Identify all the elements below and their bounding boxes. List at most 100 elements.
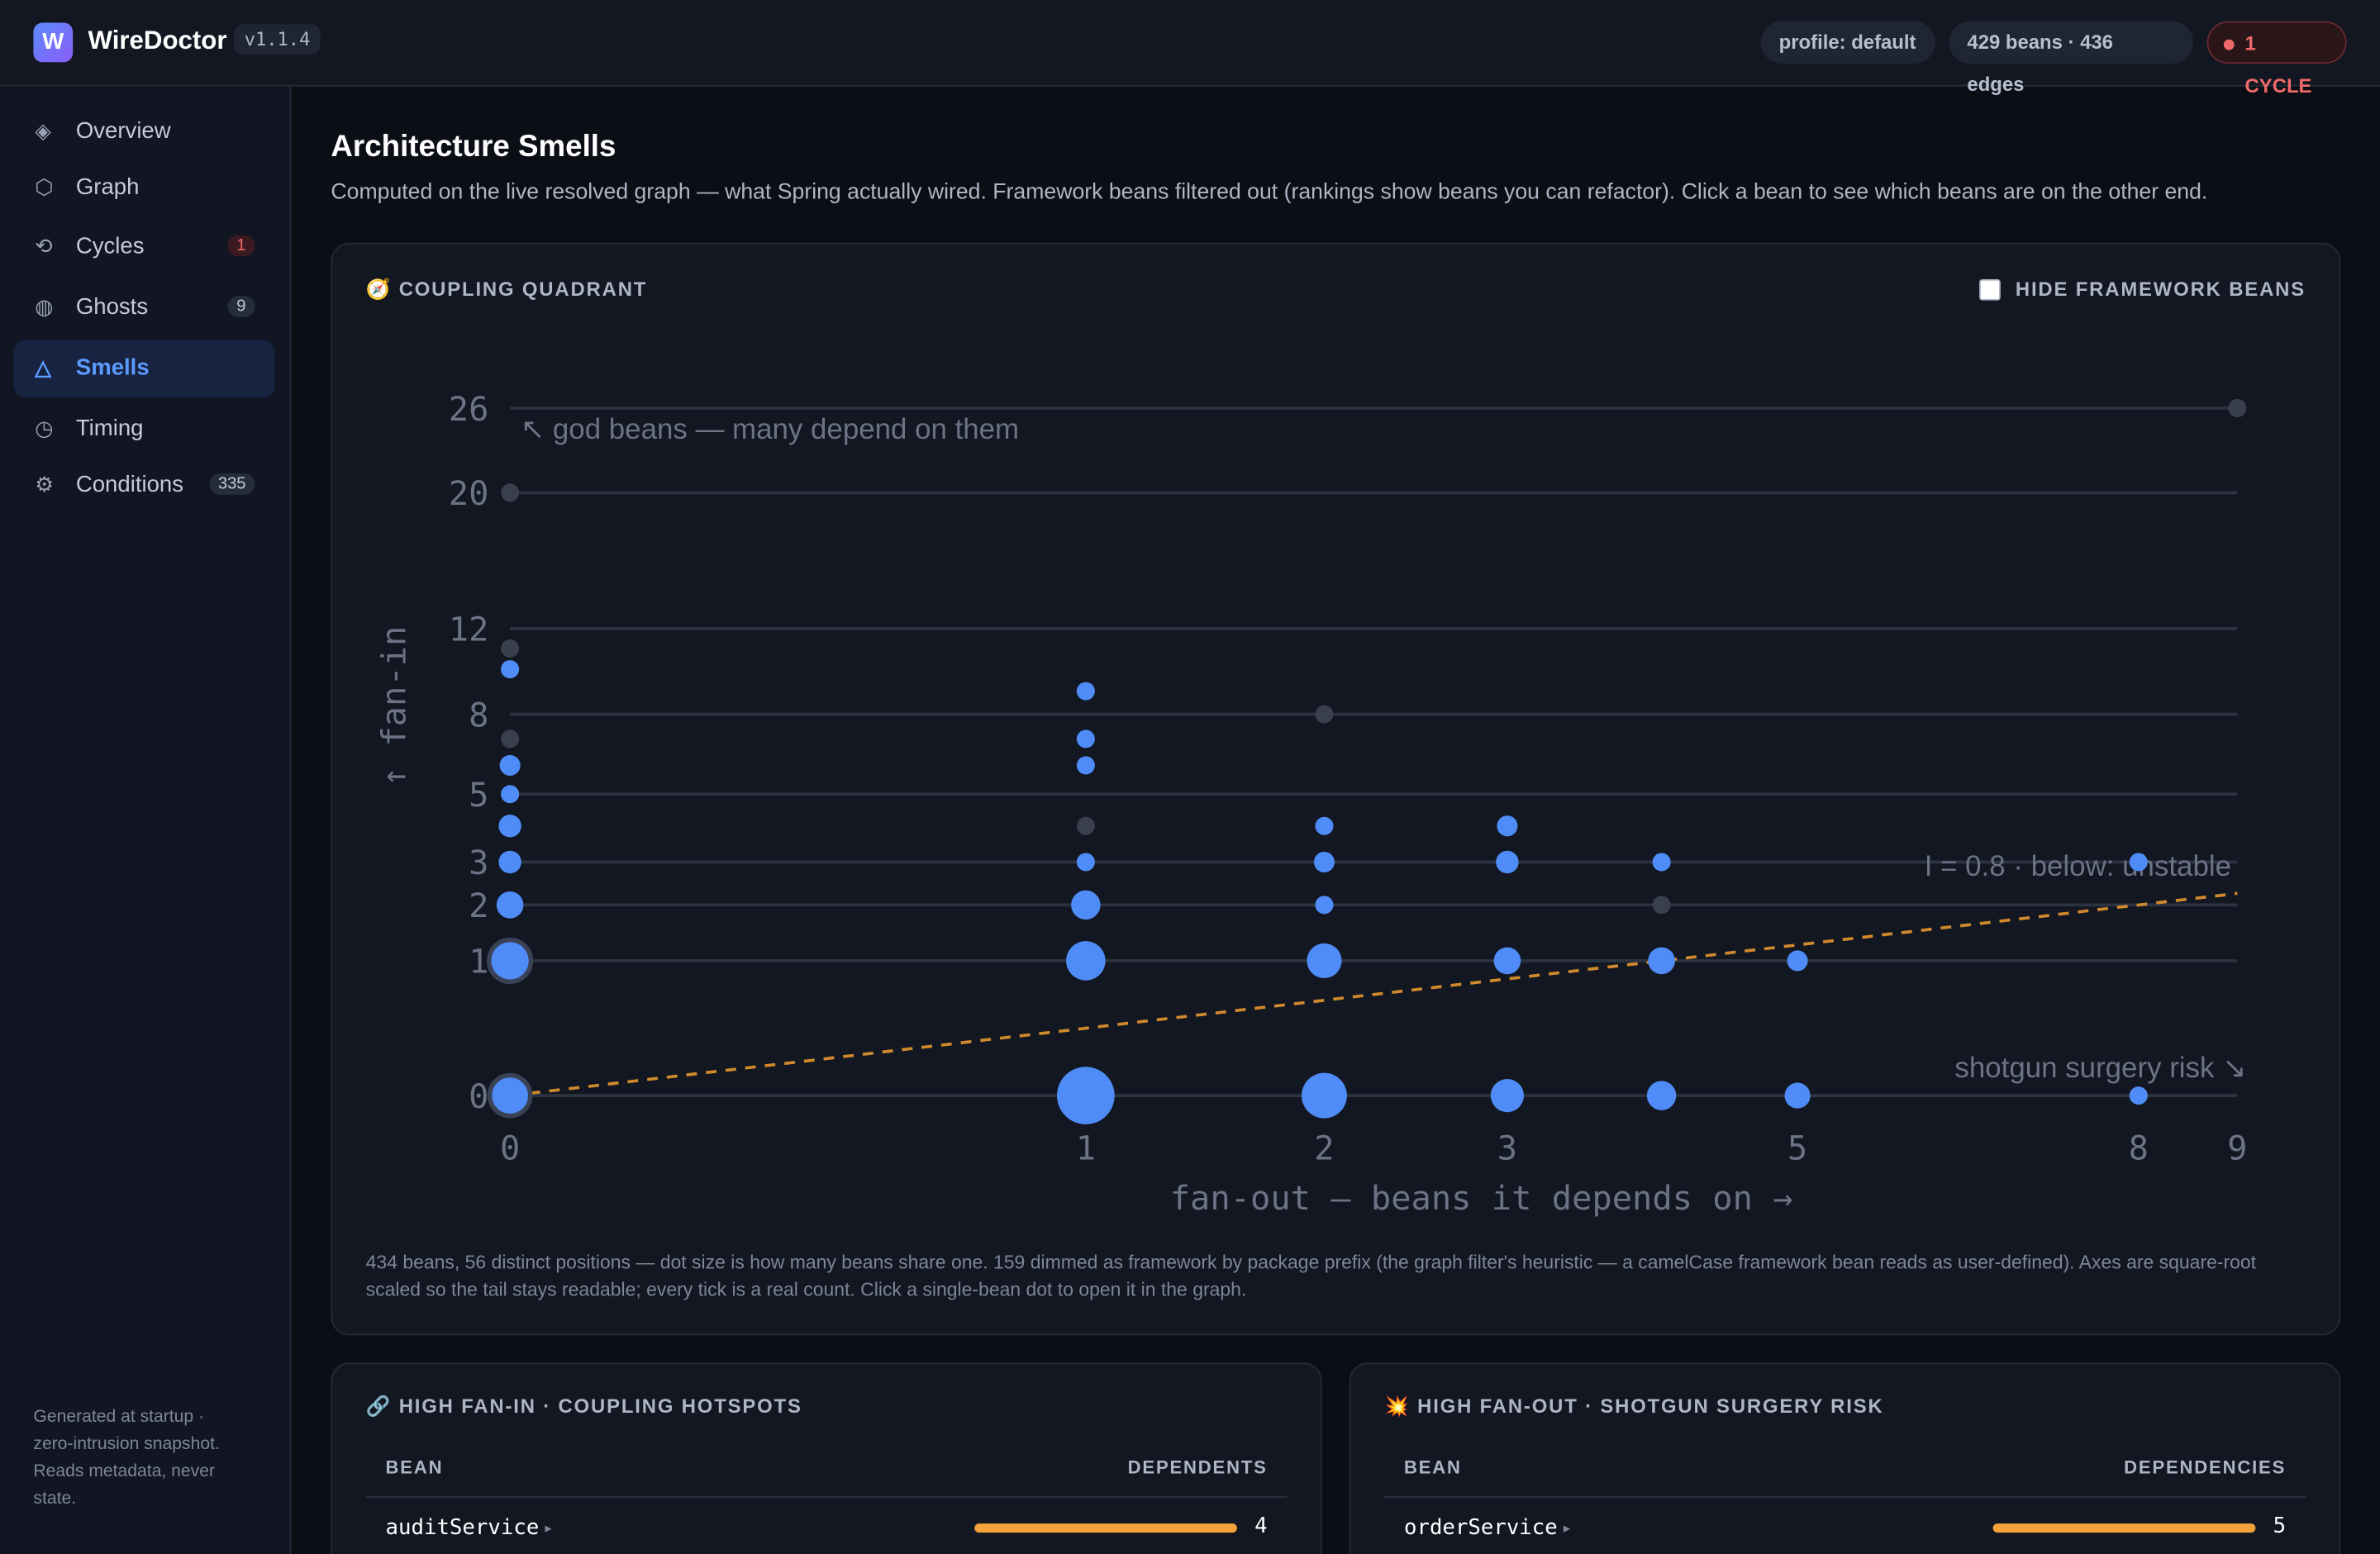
data-point: [1787, 950, 1808, 972]
nav-badge: 335: [208, 473, 255, 495]
column-header: DEPENDENCIES: [2124, 1457, 2287, 1478]
page-title: Architecture Smells: [331, 130, 616, 164]
data-point: [1496, 850, 1519, 874]
nav-label: Cycles: [75, 233, 145, 260]
page-description: Computed on the live resolved graph — wh…: [331, 180, 2208, 205]
y-tick-label: 26: [449, 389, 489, 429]
data-point: [498, 850, 521, 874]
nav-icon: ⚙: [35, 472, 55, 497]
profile-pill[interactable]: profile: default: [1760, 21, 1935, 64]
y-tick-label: 0: [469, 1076, 488, 1116]
app-name: WireDoctor: [88, 26, 227, 55]
data-point[interactable]: [1076, 853, 1095, 872]
data-point: [1302, 1072, 1347, 1119]
nav-badge: 9: [227, 296, 255, 317]
x-tick-label: 2: [1314, 1128, 1334, 1167]
divider: [365, 1496, 1288, 1498]
nav-icon: ◍: [35, 294, 54, 319]
data-point[interactable]: [2129, 853, 2148, 872]
data-point: [1784, 1082, 1811, 1109]
data-point: [1497, 815, 1518, 837]
data-point: [496, 891, 524, 919]
x-tick-label: 9: [2227, 1128, 2247, 1167]
data-point: [1646, 1081, 1677, 1110]
data-point[interactable]: [1652, 896, 1671, 915]
data-point: [1066, 941, 1106, 981]
data-point: [487, 937, 534, 985]
nav-item[interactable]: ◈ Overview: [14, 103, 275, 161]
data-point: [1490, 1079, 1524, 1113]
nav-label: Conditions: [75, 472, 184, 498]
annotation: ↖ god beans — many depend on them: [521, 413, 1019, 445]
data-point[interactable]: [501, 639, 520, 658]
data-point[interactable]: [501, 785, 520, 804]
data-point: [1313, 851, 1335, 873]
header: W WireDoctor v1.1.4 profile: default 429…: [0, 0, 2380, 97]
column-header: BEAN: [1403, 1457, 1462, 1478]
cycle-pill[interactable]: 1 CYCLE: [2206, 21, 2347, 97]
data-point[interactable]: [1076, 682, 1095, 701]
table-title: 🔗 HIGH FAN-IN · COUPLING HOTSPOTS: [365, 1394, 802, 1418]
sidebar: Generated at startup · zero-intrusion sn…: [0, 86, 292, 1554]
y-tick-label: 12: [449, 610, 489, 649]
y-tick-label: 1: [469, 942, 488, 981]
column-header: DEPENDENTS: [1127, 1457, 1268, 1478]
data-point: [1057, 1067, 1115, 1124]
data-point[interactable]: [1076, 756, 1095, 775]
data-point[interactable]: [1652, 853, 1671, 872]
table-card: 🔗 HIGH FAN-IN · COUPLING HOTSPOTS BEAN DEP…: [331, 1362, 1322, 1554]
nav-label: Smells: [75, 354, 150, 382]
nav-icon: ◷: [35, 416, 54, 440]
x-tick-label: 3: [1497, 1128, 1517, 1167]
data-point[interactable]: [1315, 705, 1334, 724]
data-point[interactable]: [2228, 399, 2247, 418]
nav-item[interactable]: △ Smells: [13, 340, 275, 398]
data-point[interactable]: [1076, 729, 1095, 748]
nav-icon: △: [35, 354, 52, 380]
table-card: 💥 HIGH FAN-OUT · SHOTGUN SURGERY RISK BEA…: [1349, 1362, 2341, 1554]
nav-item[interactable]: ◷ Timing: [14, 401, 275, 459]
data-point[interactable]: [1315, 816, 1334, 835]
nav-icon: ⬡: [35, 174, 54, 199]
data-point[interactable]: [1076, 816, 1095, 835]
nav-item[interactable]: ⚙ Conditions 335: [14, 457, 275, 515]
nav-item[interactable]: ⟲ Cycles 1: [14, 218, 275, 276]
bar: [974, 1523, 1237, 1533]
data-point: [1307, 943, 1342, 979]
y-tick-label: 3: [469, 843, 488, 882]
x-tick-label: 1: [1076, 1128, 1096, 1167]
nav-icon: ⟲: [35, 233, 53, 259]
data-point[interactable]: [1315, 896, 1334, 915]
nav-label: Timing: [75, 416, 144, 442]
x-tick-label: 0: [500, 1128, 520, 1167]
y-axis-label: ↑ fan-in: [374, 626, 413, 787]
footnote: 434 beans, 56 distinct positions — dot s…: [365, 1252, 2257, 1301]
nav-icon: ◈: [35, 118, 52, 143]
sidebar-note: Generated at startup · zero-intrusion sn…: [33, 1408, 220, 1509]
data-point[interactable]: [501, 729, 520, 748]
toggle[interactable]: HIDE FRAMEWORK BEANS: [1978, 278, 2306, 301]
bean-name[interactable]: orderService: [1403, 1515, 1558, 1541]
y-tick-label: 8: [469, 695, 488, 734]
bar-value: 4: [1254, 1514, 1268, 1539]
table-title: 💥 HIGH FAN-OUT · SHOTGUN SURGERY RISK: [1384, 1394, 1884, 1418]
bean-name[interactable]: auditService: [385, 1515, 540, 1541]
y-tick-label: 20: [449, 473, 489, 513]
data-point: [1493, 947, 1521, 975]
row-arrow: ▸: [545, 1520, 552, 1536]
y-tick-label: 5: [469, 775, 488, 815]
data-point[interactable]: [2129, 1086, 2148, 1105]
nav-item[interactable]: ⬡ Graph: [14, 159, 275, 217]
data-point[interactable]: [501, 483, 520, 502]
nav-label: Ghosts: [75, 294, 149, 321]
data-point: [487, 1072, 533, 1119]
data-point[interactable]: [501, 660, 520, 679]
nav-item[interactable]: ◍ Ghosts 9: [14, 279, 275, 337]
data-point: [498, 815, 521, 838]
logo: W: [33, 22, 74, 63]
row-arrow: ▸: [1563, 1520, 1571, 1536]
bar-value: 5: [2273, 1514, 2287, 1539]
y-tick-label: 2: [469, 886, 488, 925]
